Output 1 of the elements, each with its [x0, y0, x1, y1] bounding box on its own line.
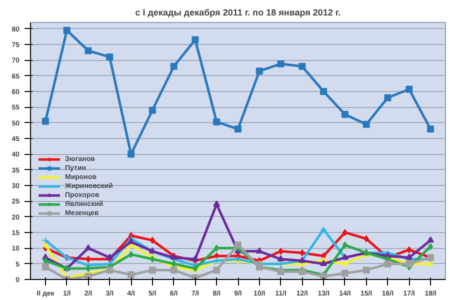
chart-title: с I декады декабря 2011 г. по 18 января 2012 г.	[135, 8, 341, 18]
